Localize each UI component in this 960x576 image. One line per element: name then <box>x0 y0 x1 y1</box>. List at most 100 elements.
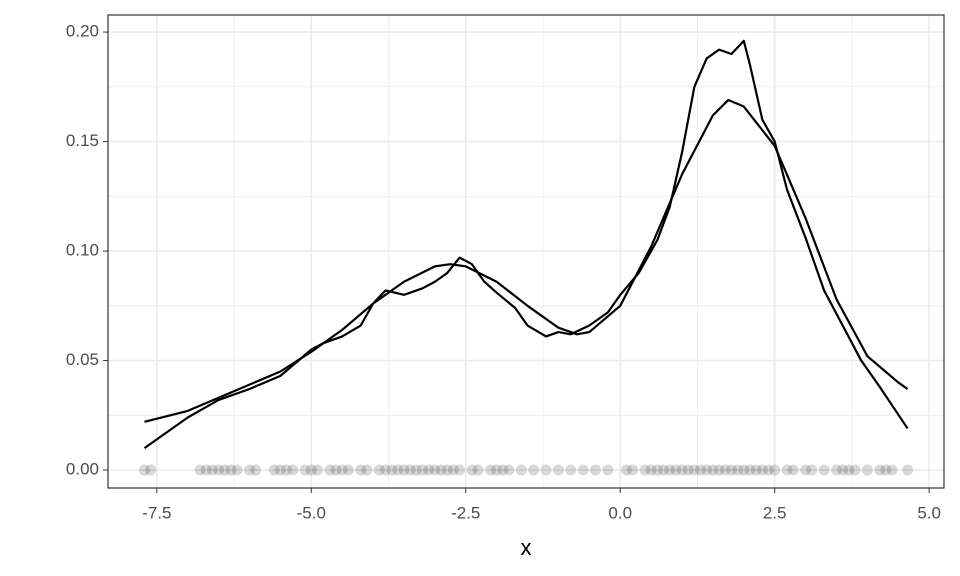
point <box>311 464 323 476</box>
point <box>330 464 342 476</box>
point <box>299 464 311 476</box>
x-tick-label: 5.0 <box>917 503 941 522</box>
point <box>429 464 441 476</box>
point <box>707 464 719 476</box>
point <box>713 464 725 476</box>
point <box>194 464 206 476</box>
point <box>602 464 614 476</box>
point <box>830 464 842 476</box>
point <box>565 464 577 476</box>
point <box>324 464 336 476</box>
point <box>732 464 744 476</box>
panel-border <box>107 14 945 489</box>
point <box>305 464 317 476</box>
point <box>145 464 157 476</box>
point <box>725 464 737 476</box>
point <box>701 464 713 476</box>
point <box>781 464 793 476</box>
point <box>287 464 299 476</box>
point <box>552 464 564 476</box>
y-tick-label: 0.10 <box>66 241 99 260</box>
point <box>497 464 509 476</box>
point <box>843 464 855 476</box>
point <box>670 464 682 476</box>
point <box>417 464 429 476</box>
point <box>200 464 212 476</box>
point <box>744 464 756 476</box>
point <box>787 464 799 476</box>
line <box>144 98 909 423</box>
point <box>472 464 484 476</box>
point <box>441 464 453 476</box>
point <box>874 464 886 476</box>
point <box>342 464 354 476</box>
point <box>392 464 404 476</box>
point <box>590 464 602 476</box>
point <box>651 464 663 476</box>
point <box>466 464 478 476</box>
point <box>818 464 830 476</box>
point <box>880 464 892 476</box>
point <box>274 464 286 476</box>
point <box>902 464 914 476</box>
point <box>639 464 651 476</box>
point <box>528 464 540 476</box>
point <box>410 464 422 476</box>
point <box>849 464 861 476</box>
y-tick-label: 0.05 <box>66 350 99 369</box>
point <box>688 464 700 476</box>
point <box>213 464 225 476</box>
point <box>763 464 775 476</box>
point <box>491 464 503 476</box>
point <box>447 464 459 476</box>
y-tick-label: 0.00 <box>66 460 99 479</box>
point <box>281 464 293 476</box>
point <box>664 464 676 476</box>
y-tick-label: 0.15 <box>66 131 99 150</box>
x-tick-label: 0.0 <box>608 503 632 522</box>
point <box>676 464 688 476</box>
x-axis-title: x <box>521 535 532 560</box>
point <box>225 464 237 476</box>
point <box>361 464 373 476</box>
point <box>861 464 873 476</box>
point <box>484 464 496 476</box>
point <box>738 464 750 476</box>
point <box>386 464 398 476</box>
point <box>800 464 812 476</box>
y-tick-label: 0.20 <box>66 22 99 41</box>
point <box>657 464 669 476</box>
point <box>645 464 657 476</box>
point <box>750 464 762 476</box>
point <box>503 464 515 476</box>
point <box>695 464 707 476</box>
point <box>620 464 632 476</box>
point <box>837 464 849 476</box>
point <box>138 464 150 476</box>
x-tick-label: -5.0 <box>297 503 326 522</box>
point <box>423 464 435 476</box>
point <box>355 464 367 476</box>
point <box>886 464 898 476</box>
point <box>219 464 231 476</box>
point <box>682 464 694 476</box>
point <box>756 464 768 476</box>
point <box>268 464 280 476</box>
point <box>719 464 731 476</box>
point <box>398 464 410 476</box>
point <box>627 464 639 476</box>
point <box>515 464 527 476</box>
point <box>231 464 243 476</box>
point <box>435 464 447 476</box>
point <box>336 464 348 476</box>
x-tick-label: -2.5 <box>451 503 480 522</box>
point <box>806 464 818 476</box>
point <box>250 464 262 476</box>
point <box>379 464 391 476</box>
point <box>769 464 781 476</box>
point <box>373 464 385 476</box>
line <box>143 39 909 450</box>
x-tick-label: 2.5 <box>763 503 787 522</box>
point <box>404 464 416 476</box>
